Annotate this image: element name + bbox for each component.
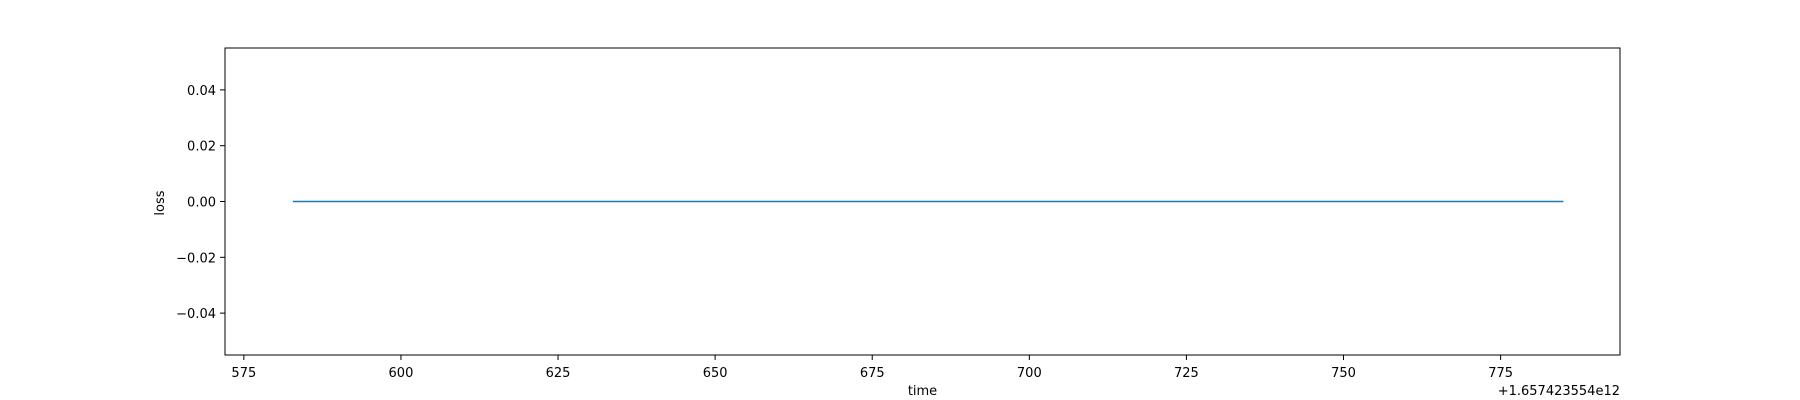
x-tick-label: 625 [546,366,571,381]
y-tick-label: −0.02 [176,251,216,266]
x-tick-label: 675 [860,366,885,381]
y-tick-label: −0.04 [176,307,216,322]
y-tick-label: 0.00 [187,196,216,211]
y-axis-ticks: 0.04 0.02 0.00 −0.02 −0.04 [176,84,225,322]
x-axis-ticks: 575 600 625 650 675 700 725 750 775 [231,355,1513,381]
y-tick-label: 0.02 [187,140,216,155]
x-tick-label: 650 [703,366,728,381]
x-offset-label: +1.657423554e12 [1498,384,1620,399]
y-axis-label: loss [153,190,168,215]
x-tick-label: 750 [1331,366,1356,381]
x-tick-label: 600 [389,366,414,381]
x-tick-label: 575 [231,366,256,381]
y-tick-label: 0.04 [187,84,216,99]
x-tick-label: 700 [1017,366,1042,381]
plot-frame [224,47,1621,356]
x-axis-label: time [908,384,937,399]
x-tick-label: 725 [1174,366,1199,381]
x-tick-label: 775 [1488,366,1513,381]
